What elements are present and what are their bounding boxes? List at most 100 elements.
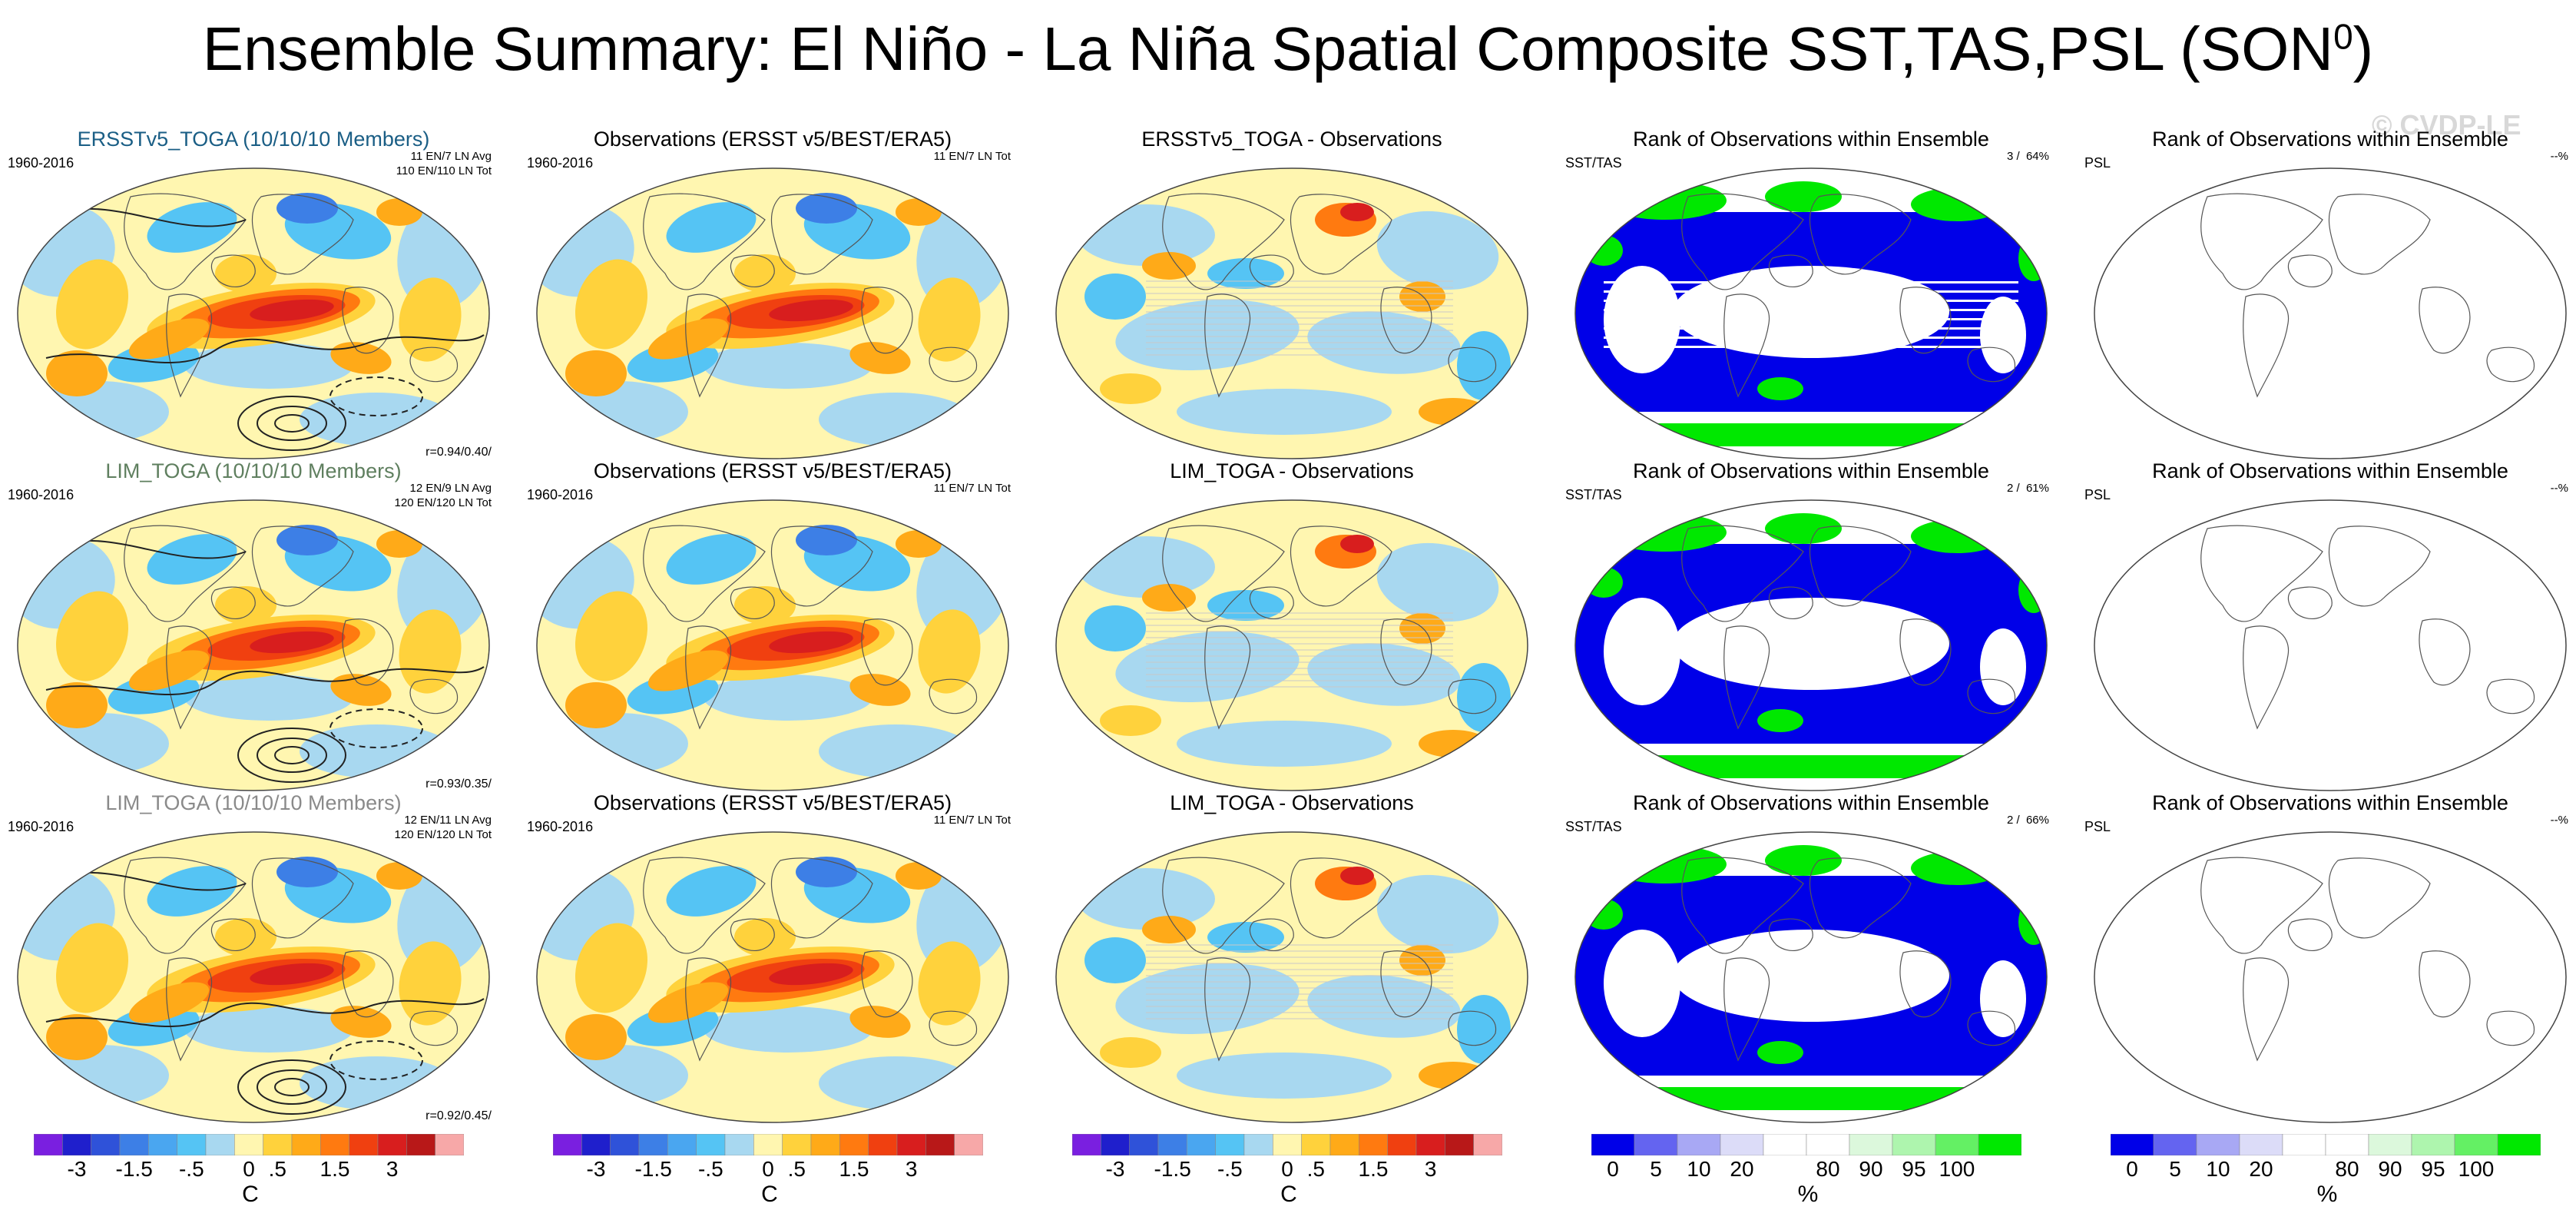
anomaly-region: [1177, 1053, 1392, 1099]
colorbar-tick-label: -3: [67, 1157, 87, 1181]
colorbar-tick-label: .5: [1306, 1157, 1326, 1181]
colorbar-swatch: [553, 1134, 582, 1155]
anomaly-region: [574, 923, 648, 1013]
coastline: [1723, 957, 1770, 1062]
anomaly-region: [769, 631, 853, 654]
panel-counts: 12 EN/9 LN Avg 120 EN/120 LN Tot: [394, 482, 492, 509]
colorbar-swatch: [581, 1134, 611, 1155]
panel-obs-row3: Observations (ERSST v5/BEST/ERA5) 1960-2…: [527, 791, 1018, 1129]
map-border: [17, 831, 490, 1123]
coastline: [1204, 293, 1251, 398]
map-border: [1574, 499, 2048, 791]
colorbar-tick-label: 3: [905, 1157, 918, 1181]
rank-high-region: [1604, 513, 1727, 552]
coastline: [1723, 625, 1770, 730]
coastline: [1290, 194, 1392, 275]
colorbar-ticks: -3 -1.5 -.5 0 .5 1.5 3: [1072, 1155, 1502, 1182]
coastline: [685, 957, 732, 1062]
colorbar-tick-label: -.5: [697, 1157, 723, 1181]
map-observations: [536, 167, 1009, 459]
coastline: [1768, 918, 1813, 951]
panel-counts: 11 EN/7 LN Tot: [933, 150, 1011, 163]
panel-variable: SST/TAS: [1565, 155, 1622, 171]
map-rank-psl: [2094, 831, 2567, 1123]
colorbar-swatch: [2196, 1134, 2240, 1155]
colorbar-tick-label: -3: [1105, 1157, 1125, 1181]
psl-contour-negative: [329, 376, 423, 416]
anomaly-region: [46, 1014, 108, 1060]
panel-obs-row2: Observations (ERSST v5/BEST/ERA5) 1960-2…: [527, 459, 1018, 797]
coastline: [643, 525, 766, 622]
anomaly-region: [1100, 1037, 1161, 1068]
coastline: [166, 625, 213, 730]
anomaly-region: [565, 350, 627, 396]
anomaly-region: [796, 193, 857, 224]
colorbar-swatch: [1187, 1134, 1216, 1155]
coastline: [251, 525, 354, 607]
colorbar-swatch: [1243, 1134, 1273, 1155]
colorbar-ticks: -3 -1.5 -.5 0 .5 1.5 3: [34, 1155, 464, 1182]
rank-high-region: [1604, 181, 1727, 220]
psl-contour: [237, 728, 346, 783]
rank-mid-region: [1673, 598, 1949, 690]
coastline: [166, 957, 213, 1062]
colorbar-unit: C: [761, 1182, 778, 1207]
coastline: [2419, 950, 2471, 1018]
anomaly-region: [550, 381, 688, 443]
colorbar-swatch: [2411, 1134, 2455, 1155]
colorbar-swatch: [1415, 1134, 1445, 1155]
anomaly-region: [215, 254, 276, 293]
anomaly-region: [1115, 963, 1300, 1035]
psl-contour: [45, 334, 485, 364]
coastline: [1899, 950, 1952, 1018]
colorbar-swatch: [954, 1134, 983, 1155]
panel-title: Rank of Observations within Ensemble: [1633, 128, 1989, 151]
colorbar-swatch: [1157, 1134, 1187, 1155]
coastline: [1967, 678, 2016, 714]
coastline: [1204, 625, 1251, 730]
colorbar-temperature-2: -3 -1.5 -.5 0 .5 1.5 3: [553, 1134, 983, 1182]
coastline: [2419, 618, 2471, 686]
anomaly-region: [31, 381, 169, 443]
map-difference: [1055, 167, 1528, 459]
colorbar-swatch: [839, 1134, 869, 1155]
colorbar-swatch: [1763, 1134, 1807, 1155]
map-observations: [536, 831, 1009, 1123]
coastline: [643, 193, 766, 290]
colorbar-swatch: [263, 1134, 293, 1155]
anomaly-region: [565, 682, 627, 728]
panel-title: Observations (ERSST v5/BEST/ERA5): [593, 128, 952, 151]
anomaly-region: [647, 318, 729, 360]
colorbar-swatch: [782, 1134, 812, 1155]
psl-contour: [237, 1059, 346, 1115]
colorbar-tick-label: 100: [2458, 1157, 2495, 1181]
rank-stripe: [1604, 327, 2018, 330]
coastline: [1380, 287, 1432, 354]
coastline: [929, 346, 978, 383]
psl-contour-negative: [329, 708, 423, 748]
figure-title-text: Ensemble Summary: El Niño - La Niña Spat…: [202, 15, 2334, 83]
colorbar-swatch: [724, 1134, 754, 1155]
rank-stripe: [1604, 309, 2018, 311]
colorbar-tick-label: 5: [1650, 1157, 1662, 1181]
anomaly-region: [250, 299, 334, 322]
anomaly-region: [734, 254, 796, 293]
colorbar-tick-label: 0: [1281, 1157, 1293, 1181]
rank-high-region: [2018, 235, 2047, 281]
figure-title-close: ): [2353, 15, 2374, 83]
panel-period: 1960-2016: [527, 819, 594, 834]
panel-title: LIM_TOGA - Observations: [1170, 791, 1414, 814]
colorbar-swatch: [1806, 1134, 1850, 1155]
coastline: [2287, 918, 2333, 951]
colorbar-tick-label: 90: [2378, 1157, 2402, 1181]
rank-stripe: [1604, 300, 2018, 302]
colorbar-swatch: [1129, 1134, 1159, 1155]
coastline: [2328, 525, 2431, 607]
coastline: [2200, 857, 2323, 954]
panel-title: LIM_TOGA - Observations: [1170, 459, 1414, 482]
coastline: [1249, 586, 1294, 619]
rank-stripe: [1604, 336, 2018, 339]
rank-high-region: [1911, 519, 2003, 553]
rank-high-region: [1911, 851, 2003, 885]
psl-contour: [257, 1069, 327, 1105]
